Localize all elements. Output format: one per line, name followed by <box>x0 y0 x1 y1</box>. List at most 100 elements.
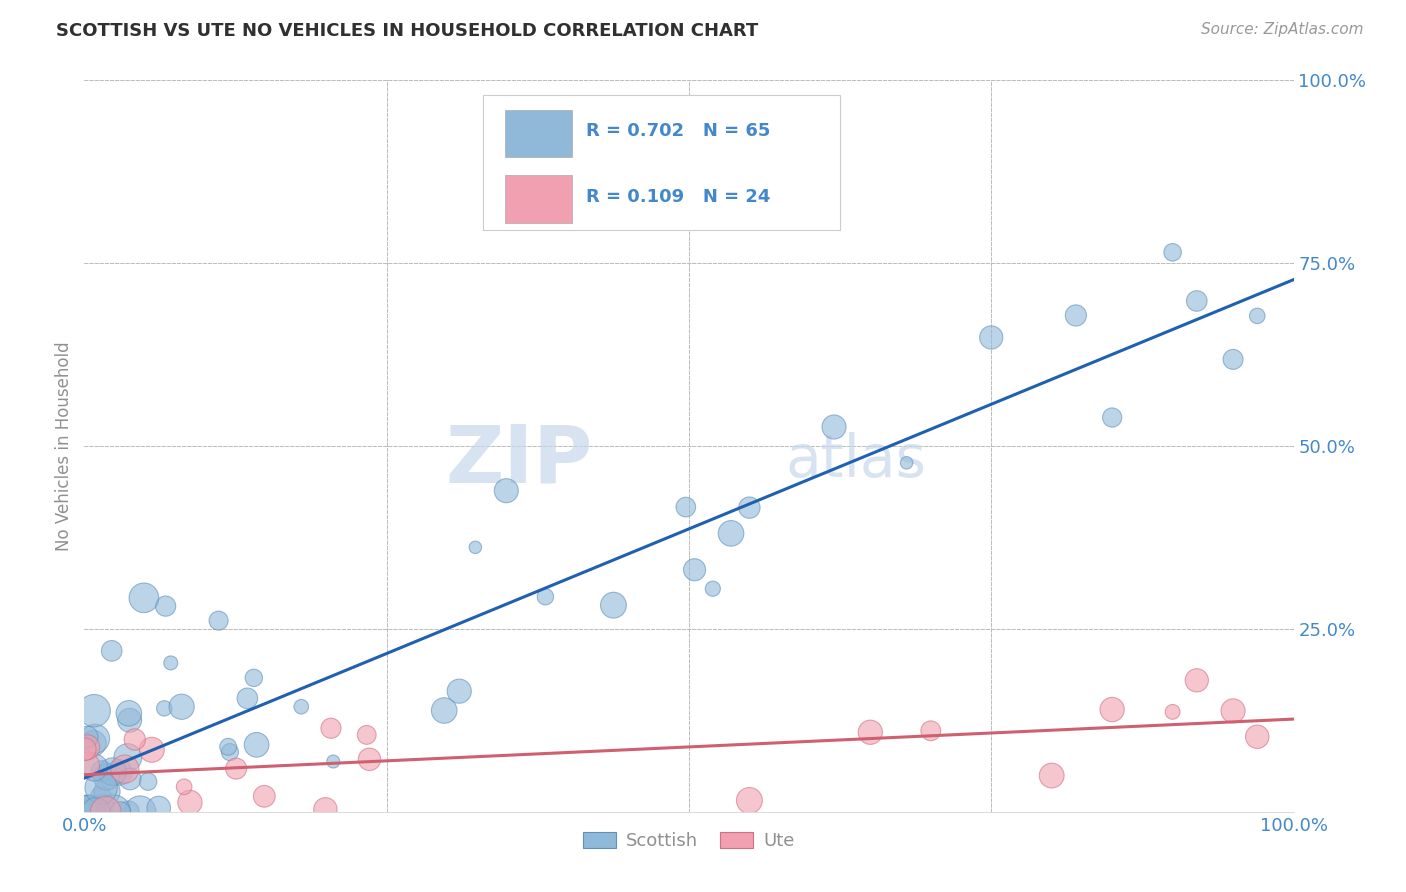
Point <box>920 723 942 738</box>
Point <box>90 764 112 779</box>
Point <box>290 699 312 714</box>
Point <box>141 743 163 757</box>
Text: R = 0.109   N = 24: R = 0.109 N = 24 <box>586 188 770 206</box>
Point <box>314 802 336 816</box>
Point <box>110 805 132 819</box>
Point <box>100 644 122 658</box>
Point <box>76 805 98 819</box>
Point <box>322 755 344 769</box>
Point <box>859 725 882 739</box>
Point <box>225 762 247 776</box>
Point <box>120 772 142 786</box>
Point <box>534 590 557 604</box>
Point <box>217 739 239 754</box>
Point <box>1185 293 1208 308</box>
Point <box>356 728 378 742</box>
Point <box>83 760 105 774</box>
Point <box>114 762 136 776</box>
Point <box>243 671 266 685</box>
Point <box>1101 410 1123 425</box>
Point <box>253 789 276 804</box>
Point <box>82 805 104 819</box>
Point <box>179 796 201 810</box>
Point <box>449 684 471 698</box>
Point <box>1040 768 1063 782</box>
Point <box>132 591 155 605</box>
Point <box>896 456 918 470</box>
Point <box>117 750 139 764</box>
Point <box>1101 702 1123 716</box>
Point <box>702 582 724 596</box>
Point <box>980 330 1002 344</box>
Y-axis label: No Vehicles in Household: No Vehicles in Household <box>55 341 73 551</box>
Point <box>245 738 267 752</box>
Point <box>101 764 124 779</box>
Point <box>79 805 101 819</box>
Text: atlas: atlas <box>786 432 927 489</box>
Point <box>82 736 104 750</box>
Point <box>1064 309 1087 323</box>
Point <box>76 805 98 819</box>
Point <box>82 805 104 819</box>
Point <box>319 721 342 735</box>
Point <box>1185 673 1208 688</box>
Point <box>90 800 112 814</box>
Point <box>236 691 259 706</box>
Point <box>96 785 118 799</box>
Point <box>118 713 141 727</box>
Point <box>129 805 152 819</box>
Point <box>823 420 845 434</box>
Text: ZIP: ZIP <box>444 422 592 500</box>
Text: R = 0.702   N = 65: R = 0.702 N = 65 <box>586 122 770 140</box>
Point <box>96 770 118 784</box>
Point <box>170 699 193 714</box>
Point <box>83 704 105 718</box>
Point <box>1161 705 1184 719</box>
Point <box>136 774 159 789</box>
Point <box>1222 352 1244 367</box>
Point <box>1246 730 1268 744</box>
Point <box>1161 245 1184 260</box>
Point <box>76 730 98 744</box>
Legend: Scottish, Ute: Scottish, Ute <box>576 825 801 857</box>
Point <box>80 805 103 819</box>
Point <box>173 780 195 794</box>
Point <box>94 805 117 819</box>
Point <box>84 805 107 819</box>
Point <box>103 805 125 819</box>
Point <box>738 500 761 515</box>
Point <box>675 500 697 514</box>
Point <box>124 732 146 747</box>
Point <box>75 758 97 772</box>
Point <box>738 793 761 807</box>
FancyBboxPatch shape <box>484 95 841 230</box>
FancyBboxPatch shape <box>505 110 572 157</box>
Point <box>1222 704 1244 718</box>
Point <box>1246 309 1268 323</box>
Point <box>148 801 170 815</box>
Point <box>495 483 517 498</box>
Point <box>75 805 97 819</box>
Point <box>90 780 112 795</box>
Point <box>207 614 229 628</box>
Point <box>359 752 381 766</box>
FancyBboxPatch shape <box>505 176 572 223</box>
Point <box>159 656 181 670</box>
Text: Source: ZipAtlas.com: Source: ZipAtlas.com <box>1201 22 1364 37</box>
Point <box>155 599 177 614</box>
Point <box>118 706 141 721</box>
Point <box>153 701 176 715</box>
Point <box>720 526 742 541</box>
Point <box>90 789 112 804</box>
Point <box>84 731 107 746</box>
Text: SCOTTISH VS UTE NO VEHICLES IN HOUSEHOLD CORRELATION CHART: SCOTTISH VS UTE NO VEHICLES IN HOUSEHOLD… <box>56 22 758 40</box>
Point <box>73 742 96 756</box>
Point <box>433 704 456 718</box>
Point <box>219 745 242 759</box>
Point <box>108 765 131 780</box>
Point <box>76 740 98 755</box>
Point <box>464 541 486 555</box>
Point <box>602 598 624 612</box>
Point <box>683 563 706 577</box>
Point <box>117 805 139 819</box>
